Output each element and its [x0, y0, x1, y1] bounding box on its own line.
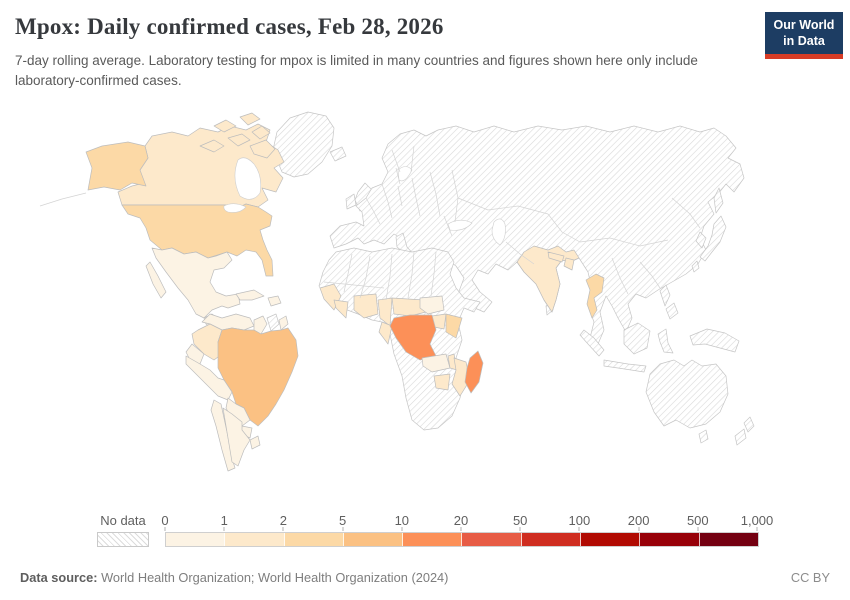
legend-bucket-2-5[interactable] — [284, 533, 344, 546]
region-philippines[interactable] — [659, 284, 679, 320]
legend-bucket-5-10[interactable] — [343, 533, 404, 546]
legend-tick-label: 0 — [161, 513, 169, 528]
legend-tick-label: 1 — [220, 513, 228, 528]
region-greenland[interactable] — [272, 111, 335, 178]
legend-ramp — [165, 532, 759, 547]
country-mexico[interactable] — [145, 247, 241, 319]
no-data-swatch[interactable] — [97, 532, 149, 547]
owid-logo-line1: Our World — [773, 18, 835, 32]
legend-tick-label: 2 — [279, 513, 288, 528]
map-legend: No data 0 1 2 5 10 20 50 100 200 500 1,000 — [0, 513, 850, 555]
legend-bucket-50-100[interactable] — [521, 533, 582, 546]
owid-logo-line2: in Data — [783, 34, 825, 49]
country-kenya[interactable] — [445, 313, 463, 339]
region-indonesia-archipelago[interactable] — [579, 322, 740, 373]
legend-tick-mark — [697, 527, 699, 531]
country-cuba[interactable] — [235, 289, 265, 301]
legend-tick-mark — [519, 527, 521, 531]
legend-bucket-20-50[interactable] — [462, 533, 522, 546]
region-australia[interactable] — [645, 359, 729, 444]
legend-tick-label: 100 — [568, 513, 591, 528]
legend-tick-label: 200 — [627, 513, 650, 528]
legend-tick-mark — [460, 527, 462, 531]
legend-bucket-1-2[interactable] — [225, 533, 285, 546]
legend-tick-mark — [342, 527, 344, 531]
country-french-guiana[interactable] — [278, 315, 289, 331]
legend-tick-mark — [164, 527, 166, 531]
legend-tick-mark — [401, 527, 403, 531]
country-argentina[interactable] — [222, 407, 251, 467]
data-source-text[interactable]: World Health Organization; World Health … — [97, 570, 449, 585]
chart-footer: Data source: World Health Organization; … — [20, 570, 830, 585]
country-republic-of-congo[interactable] — [378, 321, 393, 345]
legend-tick-mark — [756, 527, 758, 531]
country-zambia[interactable] — [421, 353, 451, 373]
country-madagascar[interactable] — [464, 350, 484, 394]
legend-bucket-200-500[interactable] — [640, 533, 700, 546]
country-united-states[interactable] — [121, 203, 274, 277]
country-uruguay[interactable] — [249, 435, 261, 450]
no-data-regions — [266, 111, 755, 446]
legend-bucket-0-1[interactable] — [166, 533, 226, 546]
legend-tick-label: 10 — [394, 513, 410, 528]
country-bangladesh[interactable] — [563, 257, 575, 271]
country-central-african-republic[interactable] — [391, 297, 427, 317]
interior-borders — [39, 145, 701, 301]
legend-tick-label: 5 — [338, 513, 347, 528]
chart-subtitle: 7-day rolling average. Laboratory testin… — [15, 53, 698, 88]
owid-logo[interactable]: Our World in Data — [765, 12, 843, 59]
data-source-label: Data source: — [20, 570, 98, 585]
legend-tick-label: 50 — [512, 513, 528, 528]
country-nepal[interactable] — [547, 251, 565, 263]
country-thailand[interactable] — [585, 273, 605, 319]
country-canada-arctic-islands[interactable] — [199, 112, 276, 159]
legend-bucket-500-1000[interactable] — [699, 533, 758, 546]
page-title: Mpox: Daily confirmed cases, Feb 28, 202… — [15, 14, 444, 39]
legend-tick-mark — [578, 527, 580, 531]
country-mozambique[interactable] — [451, 357, 471, 397]
no-data-label: No data — [100, 513, 146, 528]
region-suriname[interactable] — [266, 313, 280, 332]
country-alaska[interactable] — [85, 141, 149, 191]
legend-tick-mark — [638, 527, 640, 531]
country-peru[interactable] — [185, 355, 233, 401]
legend-tick-label: 20 — [453, 513, 469, 528]
country-nigeria[interactable] — [353, 293, 379, 319]
country-south-sudan[interactable] — [419, 295, 445, 315]
legend-ticks: 0 1 2 5 10 20 50 100 200 500 1,000 — [161, 513, 773, 532]
legend-tick-label: 500 — [686, 513, 709, 528]
country-ghana[interactable] — [333, 299, 349, 319]
license-link[interactable]: CC BY — [790, 570, 830, 585]
country-chile[interactable] — [210, 399, 236, 472]
country-guyana[interactable] — [253, 315, 268, 335]
region-iceland[interactable] — [329, 146, 347, 162]
legend-tick-label: 1,000 — [740, 513, 774, 528]
region-japan-korea[interactable] — [691, 187, 727, 273]
legend-bucket-100-200[interactable] — [581, 533, 641, 546]
region-new-zealand[interactable] — [734, 416, 755, 446]
legend-bucket-10-20[interactable] — [403, 533, 463, 546]
legend-tick-mark — [282, 527, 284, 531]
country-hispaniola[interactable] — [267, 295, 282, 307]
country-india[interactable] — [516, 245, 580, 313]
legend-tick-mark — [223, 527, 225, 531]
country-zimbabwe[interactable] — [433, 373, 451, 391]
inland-water — [223, 157, 506, 246]
